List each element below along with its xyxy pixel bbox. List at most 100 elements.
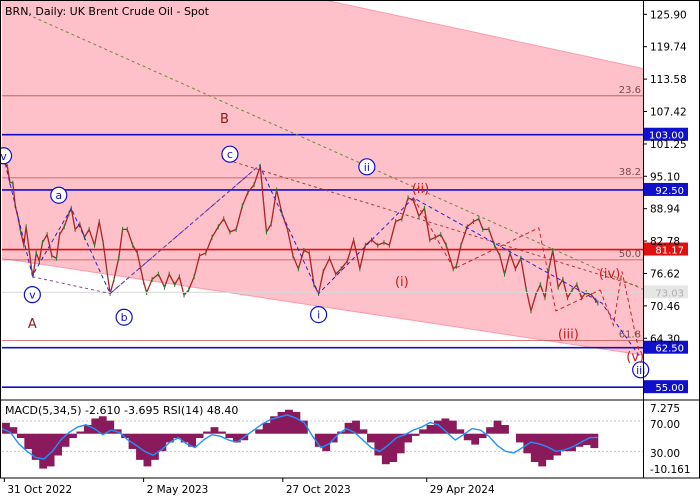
wave-label: v — [0, 150, 7, 163]
wave-label: (i) — [395, 275, 409, 290]
macd-bar — [136, 433, 144, 460]
macd-bar — [456, 429, 465, 434]
wave-label: b — [121, 311, 128, 324]
price-tick-label: 113.58 — [650, 74, 687, 86]
date-tick-label: 27 Oct 2023 — [286, 484, 351, 496]
macd-bar — [411, 433, 420, 436]
wave-label-circle — [115, 308, 133, 326]
macd-bar — [203, 431, 211, 434]
wave-label-circle — [0, 147, 13, 165]
level-label-box — [644, 380, 688, 394]
price-tick-label: 107.42 — [650, 106, 687, 118]
wave-label: i — [317, 309, 320, 322]
wave-label: (iii) — [558, 328, 579, 343]
fib-level-label: 38.2 — [619, 167, 641, 178]
macd-bar — [314, 433, 323, 447]
indicator-tick-label: 7.275 — [650, 403, 680, 415]
macd-bar — [2, 422, 10, 434]
wave-label: iii — [636, 364, 645, 377]
macd-bar — [575, 433, 584, 447]
macd-bar — [31, 433, 40, 460]
current-price-box — [644, 285, 688, 299]
indicator-label: MACD(5,34,5) -2.610 -3.695 RSI(14) 48.40 — [5, 404, 238, 417]
price-tick-label: 64.30 — [650, 333, 680, 345]
macd-bar — [590, 433, 599, 449]
wave-path — [413, 197, 601, 312]
wave-label: (iv) — [599, 267, 620, 282]
macd-bar — [389, 433, 398, 463]
date-tick-label: 31 Oct 2022 — [7, 484, 72, 496]
wave-paths — [3, 156, 640, 356]
macd-bar — [322, 433, 331, 452]
indicator-panel — [0, 399, 700, 469]
macd-bar — [218, 431, 226, 434]
fibonacci-levels: 23.6 38.2 50.0 61.8 — [2, 85, 643, 341]
macd-bar — [359, 429, 368, 434]
rsi-line — [1, 414, 598, 460]
price-tick-label: 125.90 — [650, 9, 687, 21]
price-tick-label: 88.94 — [650, 204, 680, 216]
macd-bar — [16, 433, 25, 439]
macd-bar — [195, 433, 204, 439]
macd-bar — [419, 429, 427, 434]
level-label: 81.17 — [655, 246, 684, 257]
macd-bar — [396, 433, 405, 454]
current-price-label: 73.03 — [655, 288, 684, 299]
level-label: 55.00 — [655, 383, 684, 394]
macd-bar — [553, 433, 562, 456]
indicator-tick-label: 30.00 — [650, 448, 680, 460]
price-tick-label: 82.78 — [650, 236, 680, 248]
macd-bar — [39, 433, 48, 469]
fib-level-label: 50.0 — [619, 249, 641, 260]
macd-bar — [262, 422, 271, 434]
chart-text: BRN, Daily: UK Brent Crude Oil - Spot MA… — [5, 5, 238, 417]
channel-upper-line — [322, 0, 644, 69]
wave-label: a — [55, 189, 62, 202]
macd-bar — [255, 429, 264, 434]
macd-bar — [24, 433, 33, 449]
level-label: 62.50 — [655, 344, 684, 355]
macd-bar — [344, 422, 353, 434]
price-series: 73.03 — [1, 153, 688, 314]
macd-bar — [352, 420, 360, 434]
macd-bar — [270, 416, 278, 434]
wave-label-circle — [310, 305, 328, 324]
wave-path — [599, 271, 640, 352]
wave-label: (ii) — [412, 182, 429, 197]
macd-bar — [285, 409, 293, 434]
level-label-box — [644, 242, 688, 256]
wave-label-circle — [221, 145, 239, 163]
macd-bar — [188, 433, 197, 447]
macd-bar — [523, 433, 532, 454]
macd-bar — [493, 420, 502, 434]
channel-lower-line — [1, 257, 644, 356]
trend-lines — [32, 16, 644, 290]
wave-label: c — [227, 148, 233, 161]
level-label-box — [644, 182, 688, 196]
wave-label: B — [220, 112, 229, 127]
price-tick-label: 101.25 — [650, 139, 687, 151]
macd-bar — [538, 433, 547, 467]
macd-bar — [515, 433, 524, 443]
macd-bar — [106, 420, 115, 434]
macd-bar — [381, 433, 390, 465]
macd-bar — [277, 411, 286, 434]
wave-label: ii — [364, 161, 370, 174]
macd-bar — [210, 427, 219, 434]
macd-bar — [463, 433, 472, 441]
price-tick-label: 95.10 — [650, 171, 680, 183]
level-label-box — [644, 127, 688, 141]
macd-bar — [448, 420, 457, 434]
level-label: 103.00 — [649, 131, 684, 142]
macd-bar — [165, 433, 174, 443]
macd-bar — [9, 427, 18, 434]
macd-bar — [69, 433, 77, 439]
macd-bar — [501, 424, 509, 434]
macd-bar — [434, 420, 442, 434]
macd-bar — [91, 418, 100, 434]
macd-bar — [232, 433, 241, 443]
macd-bar — [143, 433, 152, 467]
horizontal-levels: 103.00 92.50 81.17 62.50 55.00 — [2, 127, 688, 394]
